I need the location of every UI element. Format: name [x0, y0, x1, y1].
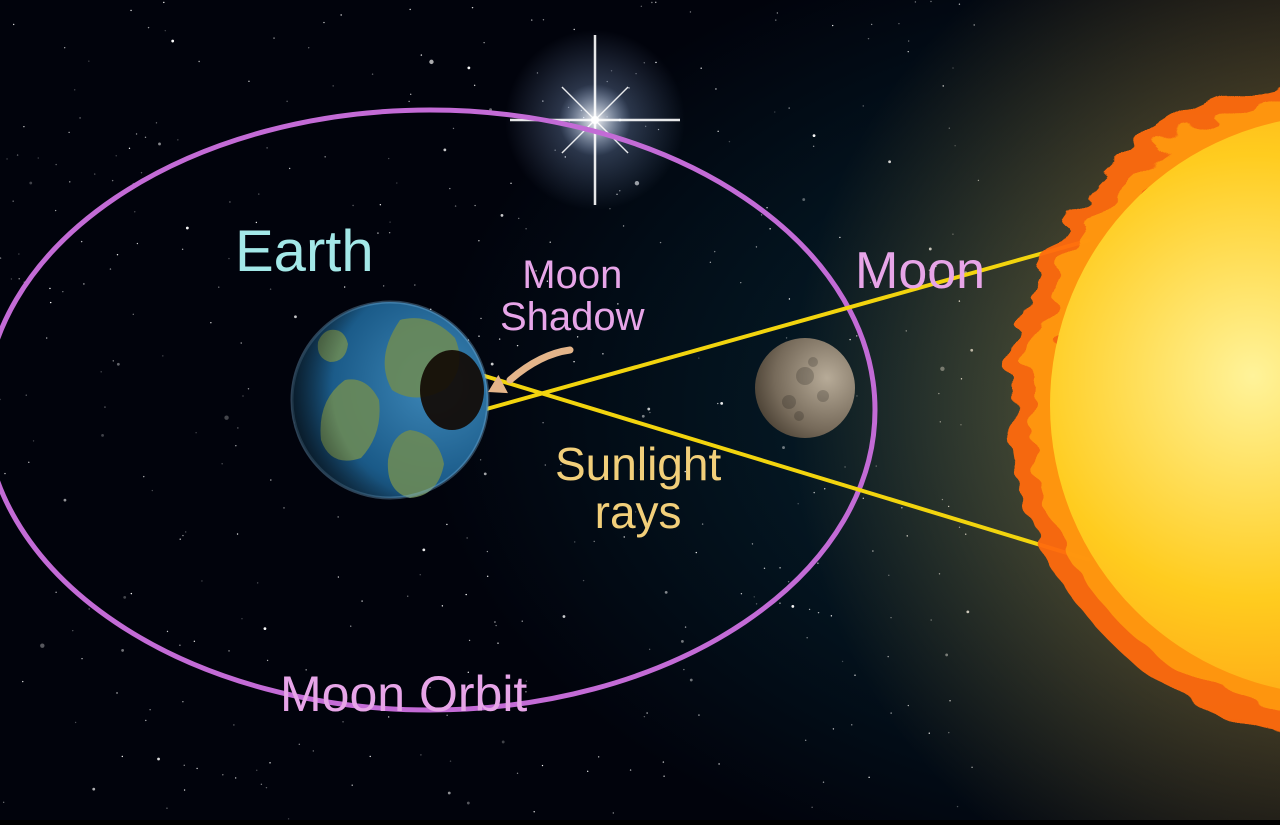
umbra-spot — [420, 350, 484, 430]
moon-orbit-label: Moon Orbit — [280, 668, 527, 721]
sunlight-label: Sunlight rays — [555, 440, 721, 537]
moon-label: Moon — [855, 244, 985, 299]
moon-icon — [755, 338, 855, 438]
earth-label: Earth — [235, 222, 374, 283]
moon-shadow-label: Moon Shadow — [500, 254, 645, 338]
diagram-svg — [0, 0, 1280, 820]
eclipse-diagram — [0, 0, 1280, 820]
earth-icon — [292, 302, 488, 498]
